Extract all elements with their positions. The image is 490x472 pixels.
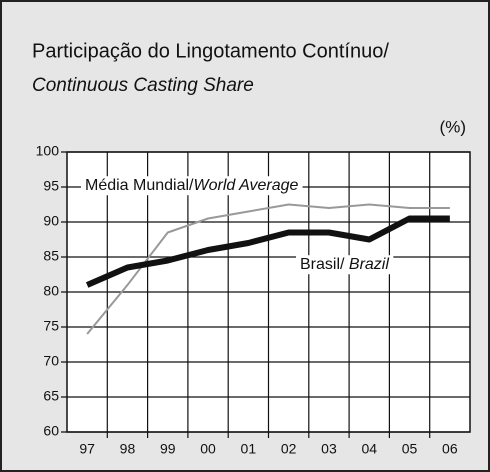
y-tick-label: 65 — [43, 388, 59, 404]
x-tick-label: 05 — [402, 441, 418, 457]
y-tick-label: 60 — [43, 423, 59, 439]
x-tick-label: 01 — [241, 441, 257, 457]
chart-title: Participação do Lingotamento Contínuo/ — [32, 40, 389, 62]
series-label: Média Mundial/World Average — [85, 177, 299, 194]
label-background — [81, 176, 303, 196]
series-label: Brasil/ Brazil — [300, 256, 389, 273]
unit-label: (%) — [440, 117, 466, 136]
series-line — [85, 215, 450, 288]
x-tick-label: 02 — [281, 441, 297, 457]
y-tick-label: 85 — [43, 248, 59, 264]
x-tick-label: 04 — [361, 441, 377, 457]
series-line — [86, 203, 450, 335]
x-tick-label: 00 — [200, 441, 216, 457]
y-tick-label: 90 — [43, 213, 59, 229]
x-tick-label: 99 — [160, 441, 176, 457]
x-tick-label: 06 — [442, 441, 458, 457]
y-tick-label: 95 — [43, 178, 59, 194]
chart-subtitle: Continuous Casting Share — [32, 75, 254, 96]
y-tick-label: 100 — [36, 143, 60, 159]
y-tick-label: 70 — [43, 353, 59, 369]
x-tick-label: 98 — [120, 441, 136, 457]
y-tick-label: 80 — [43, 283, 59, 299]
label-background — [296, 255, 394, 275]
y-tick-label: 75 — [43, 318, 59, 334]
x-tick-label: 97 — [79, 441, 95, 457]
x-tick-label: 03 — [321, 441, 337, 457]
